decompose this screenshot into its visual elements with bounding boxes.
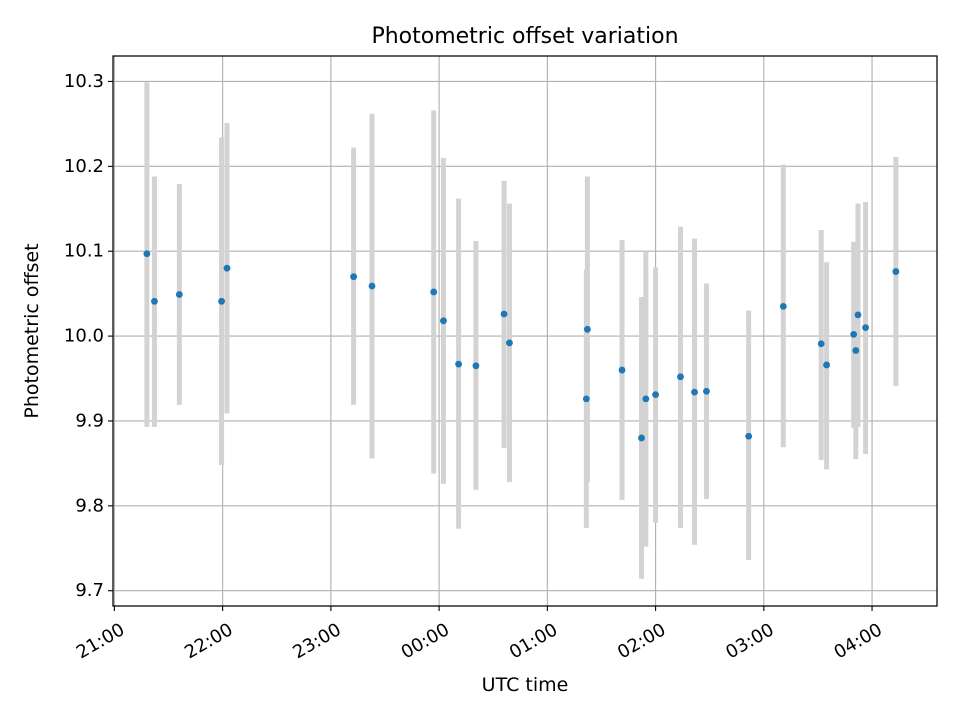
data-point — [854, 311, 862, 319]
axes-layer — [112, 55, 938, 607]
data-point — [175, 291, 183, 298]
x-axis-label: UTC time — [482, 674, 569, 696]
y-tick-label: 10.3 — [64, 71, 104, 92]
data-point — [143, 250, 151, 258]
data-point — [779, 302, 787, 310]
data-point — [862, 324, 869, 332]
data-point — [218, 297, 225, 305]
data-point — [642, 395, 650, 403]
data-point — [151, 297, 158, 305]
y-tick-label: 10.2 — [64, 156, 104, 177]
plot-frame — [112, 55, 938, 607]
data-point — [850, 330, 858, 338]
point-layer — [143, 250, 900, 442]
y-tick-label: 10.1 — [64, 241, 104, 262]
data-point — [582, 395, 590, 403]
y-tick-label: 10.0 — [64, 326, 104, 347]
data-point — [852, 347, 860, 354]
data-point — [823, 361, 830, 369]
data-point — [652, 391, 659, 399]
data-point — [703, 387, 710, 395]
data-point — [583, 325, 591, 333]
data-point — [368, 282, 376, 290]
y-tick-label: 9.8 — [75, 495, 104, 516]
data-point — [506, 339, 513, 347]
data-point — [455, 360, 462, 368]
y-tick-label: 9.9 — [75, 410, 104, 431]
data-point — [440, 317, 447, 325]
data-point — [745, 432, 753, 440]
data-point — [817, 340, 825, 348]
y-axis-label: Photometric offset — [21, 243, 43, 418]
data-point — [638, 434, 645, 442]
data-point — [430, 288, 438, 296]
data-point — [223, 264, 231, 272]
data-point — [677, 373, 684, 381]
data-point — [350, 273, 358, 281]
data-point — [691, 388, 698, 396]
data-point — [892, 268, 900, 275]
y-tick-label: 9.7 — [75, 580, 104, 601]
chart-title: Photometric offset variation — [371, 24, 678, 49]
data-point — [618, 366, 626, 374]
data-point — [472, 362, 480, 370]
data-point — [500, 310, 508, 318]
